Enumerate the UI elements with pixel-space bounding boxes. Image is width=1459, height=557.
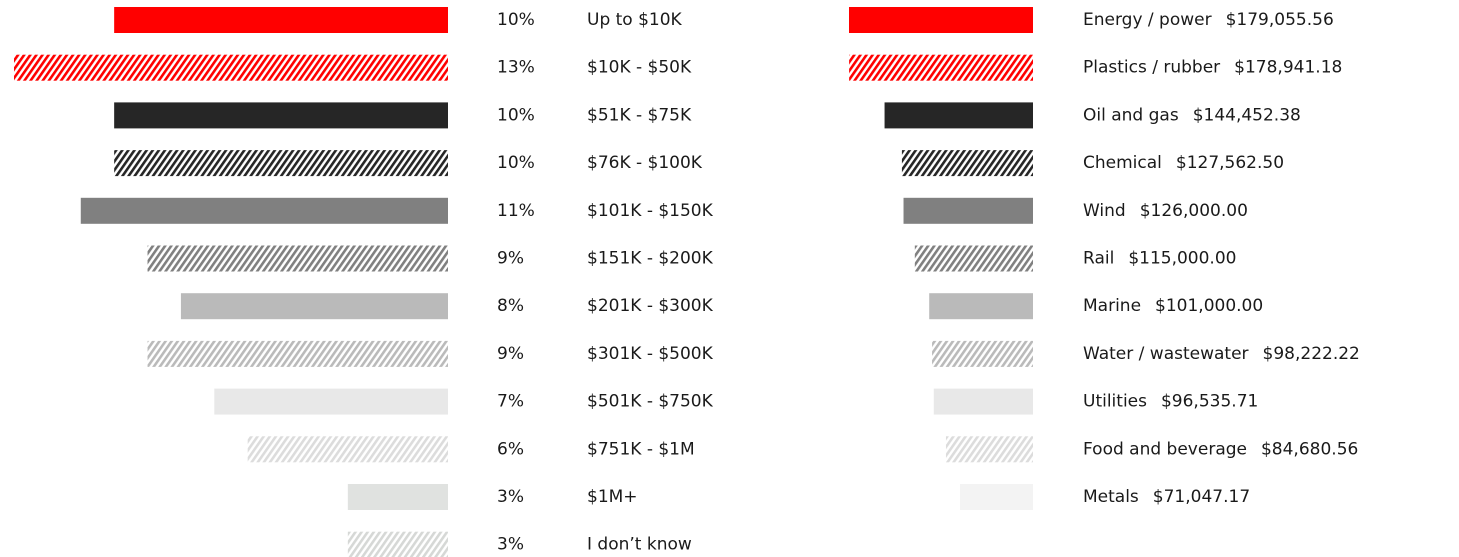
bar-label: Utilities $96,535.71 [1083, 392, 1258, 412]
category-label: $1M+ [587, 487, 638, 507]
bar [114, 7, 449, 33]
value-label: 7% [497, 392, 524, 412]
category-label: Energy / power [1083, 10, 1212, 30]
value-label: $101,000.00 [1155, 296, 1263, 316]
value-label: 9% [497, 344, 524, 364]
value-label: 6% [497, 439, 524, 459]
bar [914, 245, 1033, 272]
category-label: Water / wastewater [1083, 344, 1249, 364]
value-label: 3% [497, 535, 524, 555]
value-label: $126,000.00 [1140, 201, 1248, 221]
bar [214, 388, 448, 415]
category-label: $751K - $1M [587, 439, 695, 459]
value-label: $71,047.17 [1153, 487, 1250, 507]
category-label: Wind [1083, 201, 1126, 221]
value-label: 8% [497, 296, 524, 316]
bar-label: Wind $126,000.00 [1083, 201, 1248, 221]
bar [945, 436, 1033, 463]
bar-label: Metals $71,047.17 [1083, 487, 1250, 507]
value-label: 10% [497, 10, 535, 30]
value-label: $179,055.56 [1226, 10, 1334, 30]
bar [903, 197, 1033, 224]
category-label: $151K - $200K [587, 249, 714, 269]
bar [114, 102, 449, 129]
category-label: $10K - $50K [587, 58, 692, 78]
bar-label: Plastics / rubber $178,941.18 [1083, 58, 1342, 78]
value-label: $96,535.71 [1161, 392, 1258, 412]
bar-label: Energy / power $179,055.56 [1083, 10, 1334, 30]
value-label: 9% [497, 249, 524, 269]
value-label: 11% [497, 201, 535, 221]
category-label: $76K - $100K [587, 153, 703, 173]
value-label: $84,680.56 [1261, 439, 1358, 459]
bar [901, 150, 1033, 177]
category-label: Rail [1083, 249, 1114, 269]
bar-label: Chemical $127,562.50 [1083, 153, 1284, 173]
bar-label: Marine $101,000.00 [1083, 296, 1263, 316]
bar [180, 293, 448, 320]
value-label: $98,222.22 [1263, 344, 1360, 364]
bar-label: Food and beverage $84,680.56 [1083, 439, 1358, 459]
value-label: 10% [497, 105, 535, 125]
bar [849, 7, 1033, 33]
category-label: Chemical [1083, 153, 1162, 173]
bar [14, 54, 448, 81]
bar [884, 102, 1033, 129]
category-label: Metals [1083, 487, 1139, 507]
category-label: Plastics / rubber [1083, 58, 1220, 78]
value-label: $127,562.50 [1176, 153, 1284, 173]
bar [247, 436, 448, 463]
bar [147, 245, 449, 272]
bar [929, 293, 1033, 320]
bar-label: Rail $115,000.00 [1083, 249, 1236, 269]
category-label: $51K - $75K [587, 105, 692, 125]
category-label: $201K - $300K [587, 296, 714, 316]
value-label: 3% [497, 487, 524, 507]
category-label: $501K - $750K [587, 392, 714, 412]
bar-label: Oil and gas $144,452.38 [1083, 105, 1301, 125]
value-label: 13% [497, 58, 535, 78]
bar [347, 531, 448, 557]
bar [933, 388, 1033, 415]
bar [932, 340, 1033, 367]
category-label: Utilities [1083, 392, 1147, 412]
value-label: 10% [497, 153, 535, 173]
bar-label: Water / wastewater $98,222.22 [1083, 344, 1360, 364]
category-label: $101K - $150K [587, 201, 714, 221]
value-label: $115,000.00 [1128, 249, 1236, 269]
bar [114, 150, 449, 177]
bar [147, 340, 449, 367]
category-label: I don’t know [587, 535, 692, 555]
category-label: Marine [1083, 296, 1141, 316]
bar [959, 484, 1033, 510]
bar [849, 54, 1033, 81]
category-label: Oil and gas [1083, 105, 1179, 125]
category-label: $301K - $500K [587, 344, 714, 364]
category-label: Up to $10K [587, 10, 683, 30]
value-label: $144,452.38 [1193, 105, 1301, 125]
category-label: Food and beverage [1083, 439, 1247, 459]
bar [347, 484, 448, 510]
bar [80, 197, 449, 224]
value-label: $178,941.18 [1234, 58, 1342, 78]
